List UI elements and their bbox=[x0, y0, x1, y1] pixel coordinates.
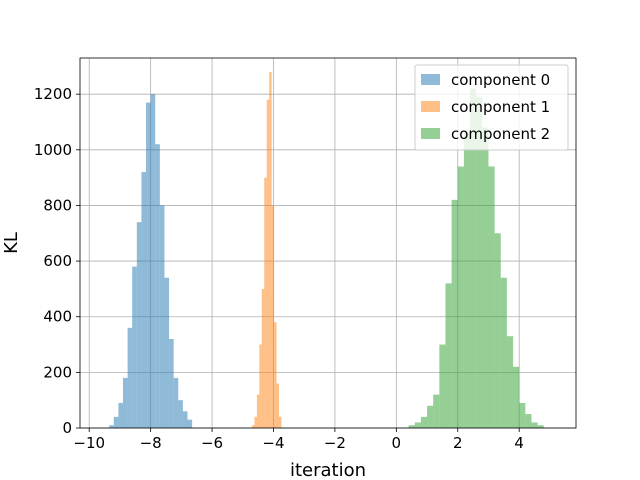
x-tick-label: −8 bbox=[140, 434, 162, 452]
histogram-bar bbox=[132, 266, 137, 428]
x-tick-label: 4 bbox=[514, 434, 524, 452]
histogram-bar bbox=[187, 419, 193, 428]
y-tick-label: 0 bbox=[62, 419, 72, 437]
histogram-bar bbox=[271, 205, 275, 428]
histogram-bar bbox=[109, 425, 114, 428]
legend-label: component 2 bbox=[451, 125, 550, 143]
histogram-bar bbox=[470, 88, 477, 428]
series-1-bars bbox=[251, 71, 282, 429]
histogram-bar bbox=[463, 133, 471, 428]
histogram-bars bbox=[109, 71, 544, 429]
histogram-bar bbox=[150, 94, 156, 429]
histogram-bar bbox=[178, 400, 183, 428]
histogram-bar bbox=[173, 377, 179, 428]
y-tick-label: 600 bbox=[43, 252, 72, 270]
histogram-bar bbox=[276, 383, 280, 428]
histogram-bar bbox=[439, 344, 446, 428]
x-axis-label: iteration bbox=[290, 460, 366, 480]
x-tick-label: 2 bbox=[453, 434, 463, 452]
histogram-bar bbox=[261, 288, 265, 428]
x-tick-label: 0 bbox=[392, 434, 402, 452]
histogram-bar bbox=[506, 336, 514, 428]
histogram-bar bbox=[256, 394, 260, 428]
histogram-bar bbox=[476, 96, 483, 429]
histogram-bar bbox=[141, 172, 147, 428]
histogram-bar bbox=[531, 422, 538, 428]
legend-swatch bbox=[421, 101, 440, 112]
histogram-bar bbox=[264, 177, 267, 428]
histogram-bar bbox=[519, 402, 526, 428]
histogram-bar bbox=[488, 166, 495, 428]
histogram-bar bbox=[251, 425, 255, 428]
legend: component 0 component 1 component 2 bbox=[414, 64, 569, 151]
y-tick-label: 200 bbox=[43, 363, 72, 381]
histogram-bar bbox=[127, 327, 133, 428]
x-tick-label: −10 bbox=[73, 434, 105, 452]
histogram-bar bbox=[155, 144, 160, 428]
legend-label: component 0 bbox=[451, 71, 550, 89]
x-tick-label: −4 bbox=[262, 434, 284, 452]
histogram-bar bbox=[537, 425, 544, 428]
legend-swatch bbox=[421, 74, 440, 85]
histogram-bar bbox=[279, 416, 282, 428]
histogram-bar bbox=[118, 402, 123, 428]
histogram-bar bbox=[146, 102, 151, 428]
histogram-bar bbox=[494, 233, 501, 428]
histogram-bar bbox=[445, 283, 452, 428]
x-tick-label: −6 bbox=[201, 434, 223, 452]
histogram-bar bbox=[513, 366, 520, 428]
x-axis-ticks: −10 −8 −6 −4 −2 0 2 4 bbox=[73, 428, 524, 452]
histogram-bar bbox=[266, 99, 270, 429]
histogram-bar bbox=[254, 416, 257, 428]
y-axis-ticks: 0 200 400 600 800 1000 1200 bbox=[34, 85, 80, 437]
histogram-bar bbox=[274, 322, 277, 428]
legend-swatch bbox=[421, 128, 440, 139]
histogram-bar bbox=[182, 411, 188, 428]
histogram-bar bbox=[169, 338, 174, 428]
x-tick-label: −2 bbox=[324, 434, 346, 452]
histogram-bar bbox=[136, 222, 142, 428]
histogram-bar bbox=[113, 416, 119, 428]
histogram-bar bbox=[457, 166, 464, 428]
histogram-bar bbox=[164, 277, 170, 428]
series-0-bars bbox=[109, 94, 193, 429]
histogram-bar bbox=[427, 405, 434, 428]
y-tick-label: 400 bbox=[43, 308, 72, 326]
legend-box bbox=[414, 64, 569, 151]
series-2-bars bbox=[408, 88, 544, 429]
histogram-bar bbox=[259, 344, 262, 428]
histogram-bar bbox=[525, 414, 532, 428]
histogram-bar bbox=[408, 425, 415, 428]
histogram-bar bbox=[482, 127, 489, 428]
histogram-bar bbox=[269, 71, 272, 428]
y-tick-label: 800 bbox=[43, 196, 72, 214]
y-tick-label: 1200 bbox=[34, 85, 72, 103]
histogram-bar bbox=[159, 205, 165, 428]
histogram-bar bbox=[433, 394, 440, 428]
histogram-bar bbox=[414, 422, 421, 428]
histogram-bar bbox=[451, 199, 458, 428]
legend-label: component 1 bbox=[451, 98, 550, 116]
axes-frame bbox=[79, 57, 577, 429]
histogram-bar bbox=[420, 416, 428, 428]
histogram-bar bbox=[122, 377, 128, 428]
y-axis-label: KL bbox=[1, 232, 22, 254]
y-tick-label: 1000 bbox=[34, 141, 72, 159]
histogram-bar bbox=[500, 277, 507, 428]
